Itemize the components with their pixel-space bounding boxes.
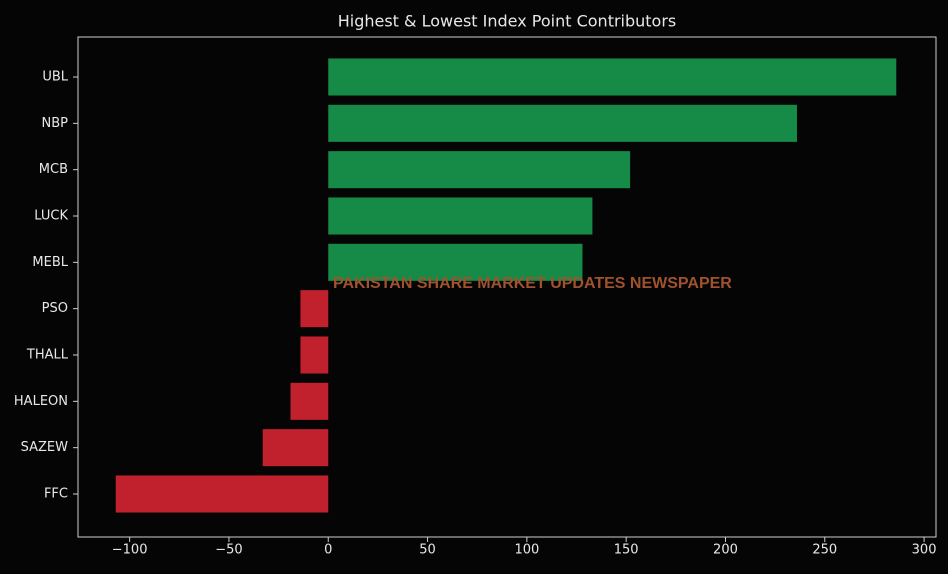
- y-tick-label: PSO: [42, 301, 68, 316]
- bar: [328, 243, 583, 281]
- x-tick-label: 100: [514, 543, 539, 558]
- bar: [328, 58, 897, 96]
- x-tick-label: −100: [112, 543, 148, 558]
- y-tick-label: NBP: [42, 116, 69, 131]
- watermark: PAKISTAN SHARE MARKET UPDATES NEWSPAPER: [333, 275, 732, 292]
- x-tick-label: 200: [713, 543, 738, 558]
- bar: [290, 382, 329, 420]
- y-tick-label: THALL: [26, 348, 69, 363]
- y-tick-label: FFC: [44, 487, 68, 502]
- bar: [300, 290, 329, 328]
- y-tick-label: SAZEW: [21, 440, 69, 455]
- bar: [115, 475, 329, 513]
- y-tick-label: LUCK: [34, 209, 68, 224]
- x-tick-label: −50: [215, 543, 242, 558]
- bar: [262, 429, 329, 467]
- y-tick-label: MEBL: [32, 255, 68, 270]
- x-tick-label: 150: [614, 543, 639, 558]
- x-tick-label: 250: [812, 543, 837, 558]
- bar: [328, 104, 797, 142]
- y-tick-label: UBL: [42, 70, 68, 85]
- y-tick-label: MCB: [39, 162, 68, 177]
- bar: [300, 336, 329, 374]
- x-tick-label: 0: [324, 543, 332, 558]
- chart-title: Highest & Lowest Index Point Contributor…: [338, 12, 677, 31]
- bar: [328, 197, 593, 235]
- y-tick-label: HALEON: [14, 394, 68, 409]
- x-tick-label: 50: [419, 543, 436, 558]
- plot-frame: [77, 36, 937, 538]
- bar: [328, 151, 631, 189]
- x-tick-label: 300: [912, 543, 937, 558]
